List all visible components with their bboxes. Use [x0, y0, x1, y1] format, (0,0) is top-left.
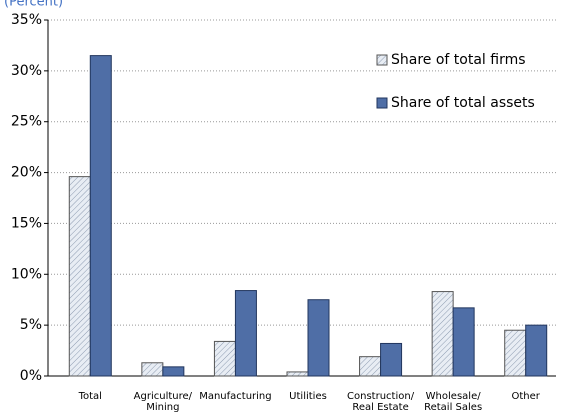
y-tick-label: 0%	[20, 368, 42, 384]
x-tick-label: Manufacturing	[199, 391, 272, 402]
y-tick-label: 15%	[11, 215, 42, 231]
y-tick-label: 20%	[11, 165, 42, 181]
bar	[89, 55, 112, 377]
subtitle: (Percent)	[4, 0, 63, 10]
legend-swatch	[376, 97, 388, 109]
legend-swatch	[376, 54, 388, 66]
bar	[359, 356, 382, 377]
y-tick-label: 25%	[11, 114, 42, 130]
y-tick-label: 10%	[11, 266, 42, 282]
bar	[141, 362, 164, 377]
x-tick-label: Construction/ Real Estate	[347, 391, 415, 413]
x-tick-label: Utilities	[289, 391, 327, 402]
bar	[234, 290, 257, 377]
y-tick-label: 30%	[11, 63, 42, 79]
y-tick-label: 35%	[11, 12, 42, 28]
legend-label: Share of total firms	[391, 52, 526, 68]
x-tick-label: Other	[511, 391, 540, 402]
bar	[380, 342, 403, 377]
x-tick-label: Wholesale/ Retail Sales	[424, 391, 483, 413]
y-tick-label: 5%	[20, 317, 42, 333]
bar	[162, 366, 185, 377]
bar	[525, 324, 548, 377]
bar	[431, 291, 454, 377]
bar	[452, 307, 475, 377]
bar	[68, 176, 91, 377]
bar	[504, 329, 527, 377]
bar	[286, 371, 309, 377]
legend-label: Share of total assets	[391, 95, 535, 111]
x-tick-label: Agriculture/ Mining	[133, 391, 193, 413]
bar	[213, 340, 236, 377]
x-tick-label: Total	[78, 391, 102, 402]
bar	[307, 299, 330, 377]
